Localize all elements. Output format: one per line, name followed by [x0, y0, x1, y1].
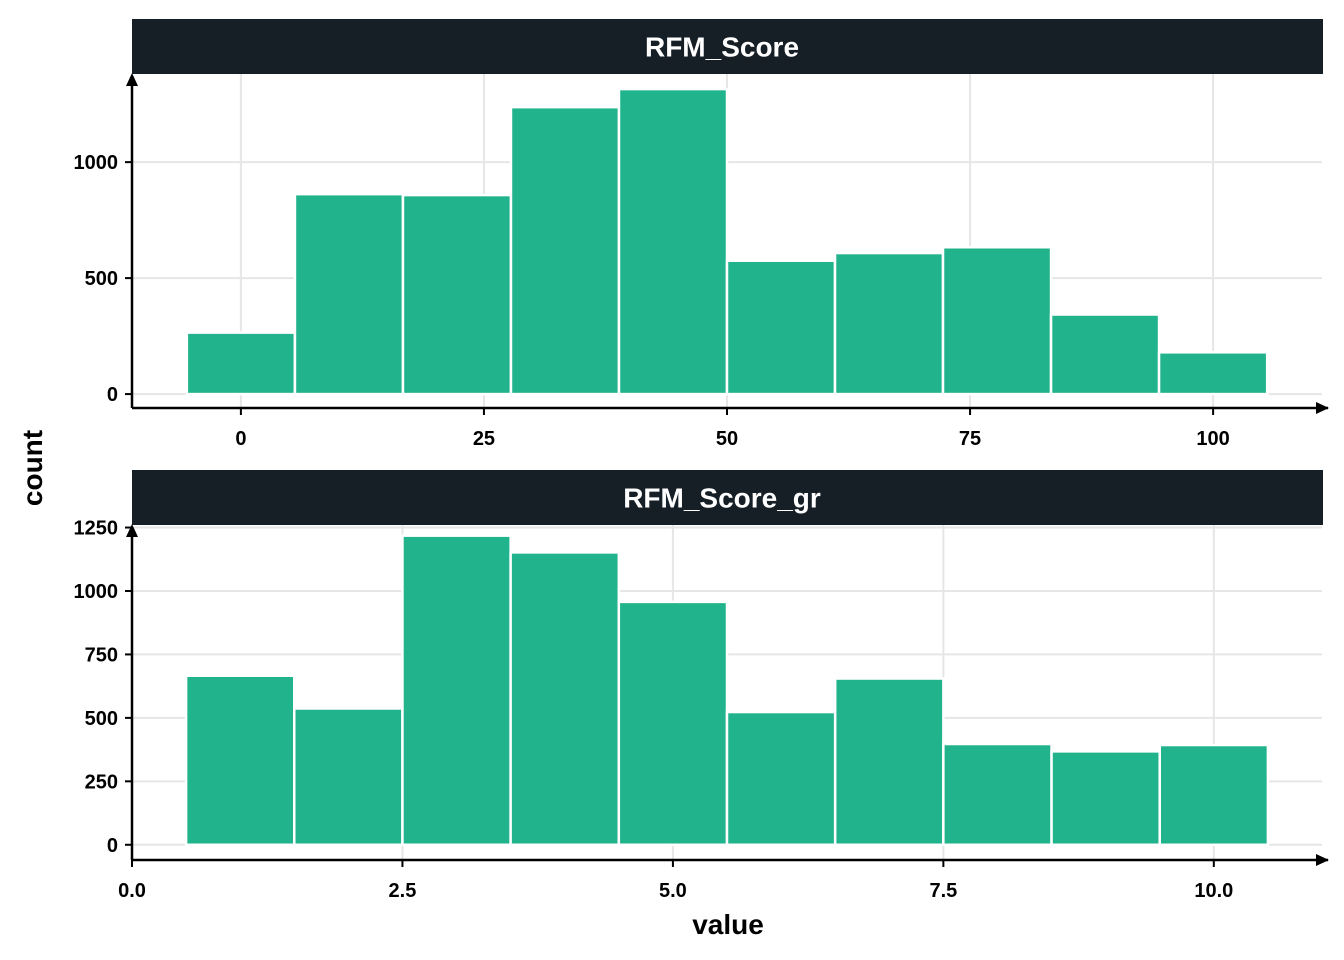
facet-title: RFM_Score_gr — [623, 483, 821, 514]
x-tick-label: 7.5 — [929, 880, 957, 902]
y-tick-label: 0 — [107, 835, 118, 857]
histogram-bar-5 — [617, 87, 729, 396]
y-tick-label: 500 — [85, 268, 118, 290]
histogram-bars — [185, 87, 1269, 396]
y-tick-label: 1250 — [74, 518, 119, 540]
histogram-bar-6 — [725, 259, 837, 396]
histogram-bar-1 — [185, 331, 297, 396]
histogram-bar-7 — [833, 677, 945, 847]
y-axis-arrow — [126, 524, 138, 537]
y-tick-label: 250 — [85, 771, 118, 793]
x-tick-label: 2.5 — [389, 880, 417, 902]
y-tick-label: 1000 — [74, 152, 119, 174]
histogram-bar-8 — [941, 246, 1053, 396]
facet-strip — [132, 470, 1323, 525]
histogram-bar-4 — [509, 551, 621, 847]
y-axis-arrow — [126, 73, 138, 86]
x-tick-label: 10.0 — [1194, 880, 1233, 902]
histogram-bar-8 — [942, 742, 1053, 847]
histogram-bar-1 — [184, 674, 296, 847]
histogram-bars — [184, 534, 1270, 847]
histogram-bar-4 — [509, 105, 621, 396]
x-axis-title: value — [692, 909, 764, 940]
y-tick-label: 500 — [85, 708, 118, 730]
x-tick-label: 100 — [1196, 428, 1229, 450]
facet-strip — [132, 19, 1323, 74]
y-tick-label: 1000 — [74, 581, 119, 603]
x-tick-label: 25 — [473, 428, 495, 450]
histogram-bar-9 — [1050, 750, 1161, 847]
y-tick-label: 750 — [85, 644, 118, 666]
facet-title: RFM_Score — [645, 32, 799, 63]
histogram-bar-10 — [1157, 351, 1269, 396]
axes: 0.0 2.5 5.0 7.5 10.0 0 250 500 750 1000 1250 — [74, 518, 1329, 902]
histogram-bar-5 — [617, 600, 729, 847]
x-tick-label: 0.0 — [118, 880, 146, 902]
histogram-bar-2 — [293, 707, 404, 847]
x-axis-arrow — [1316, 854, 1329, 866]
x-tick-label: 5.0 — [659, 880, 687, 902]
panel-2: RFM_Score_gr 0.0 2.5 5.0 7.5 10.0 0 250 500 750 10… — [74, 470, 1329, 902]
histogram-bar-6 — [725, 710, 837, 847]
histogram-bar-2 — [293, 192, 405, 396]
y-tick-label: 0 — [107, 384, 118, 406]
histogram-bar-9 — [1049, 313, 1161, 396]
histogram-bar-7 — [833, 251, 945, 396]
x-axis-arrow — [1316, 402, 1329, 414]
y-axis-title: count — [17, 430, 48, 506]
histogram-bar-3 — [401, 534, 512, 847]
histogram-bar-10 — [1158, 743, 1270, 847]
x-tick-label: 75 — [959, 428, 981, 450]
x-tick-label: 50 — [716, 428, 738, 450]
histogram-bar-3 — [401, 193, 513, 396]
x-tick-label: 0 — [235, 428, 246, 450]
